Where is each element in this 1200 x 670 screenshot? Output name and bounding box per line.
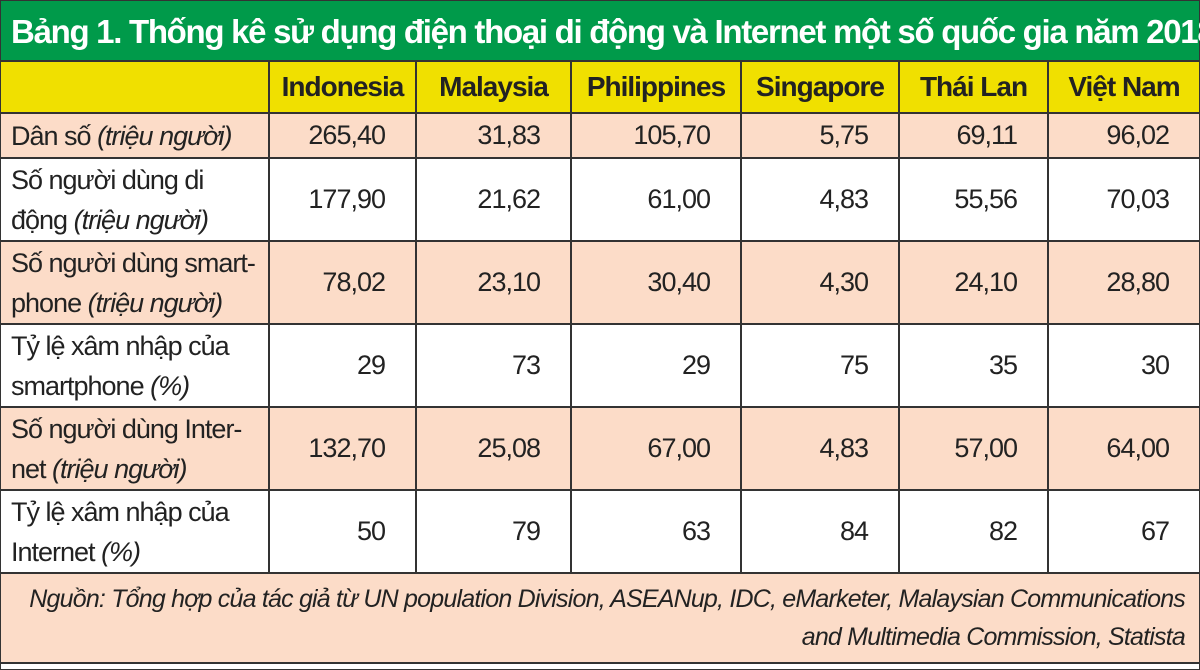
cell-value: 69,11 (898, 112, 1049, 159)
cell-value: 67,00 (570, 406, 742, 491)
table-row: Tỷ lệ xâm nhập của Internet (%) 50 79 63 84 8… (1, 489, 1199, 574)
row-label-text: Số người dùng Inter-net (11, 413, 242, 484)
cell-value: 105,70 (570, 112, 742, 159)
cell-value: 265,40 (268, 112, 417, 159)
cell-value: 96,02 (1047, 112, 1199, 159)
header-empty (1, 62, 270, 114)
row-unit: (%) (101, 536, 141, 567)
cell-value: 64,00 (1047, 406, 1199, 491)
table-row: Số người dùng smart-phone (triệu người) 7… (1, 240, 1199, 325)
cell-value: 4,30 (740, 240, 900, 325)
cell-value: 29 (268, 323, 417, 408)
cell-value: 30,40 (570, 240, 742, 325)
cell-value: 57,00 (898, 406, 1049, 491)
row-label: Số người dùng smart-phone (triệu người) (1, 240, 270, 325)
cell-value: 4,83 (740, 157, 900, 242)
header-row: Indonesia Malaysia Philippines Singapore… (1, 62, 1199, 114)
cell-value: 63 (570, 489, 742, 574)
cell-value: 24,10 (898, 240, 1049, 325)
cell-value: 31,83 (415, 112, 572, 159)
cell-value: 73 (415, 323, 572, 408)
cell-value: 78,02 (268, 240, 417, 325)
cell-value: 61,00 (570, 157, 742, 242)
row-unit: (%) (150, 370, 190, 401)
table-row: Số người dùng di động (triệu người) 177,9… (1, 157, 1199, 242)
cell-value: 50 (268, 489, 417, 574)
cell-value: 79 (415, 489, 572, 574)
cell-value: 35 (898, 323, 1049, 408)
column-header: Malaysia (415, 62, 572, 114)
cell-value: 75 (740, 323, 900, 408)
row-unit: (triệu người) (52, 453, 187, 484)
cell-value: 55,56 (898, 157, 1049, 242)
cell-value: 30 (1047, 323, 1199, 408)
row-label-text: Số người dùng smart-phone (11, 247, 256, 318)
row-label-text: Dân số (11, 120, 98, 151)
column-header: Thái Lan (898, 62, 1049, 114)
cell-value: 21,62 (415, 157, 572, 242)
row-label-text: Tỷ lệ xâm nhập của smartphone (11, 330, 230, 401)
cell-value: 23,10 (415, 240, 572, 325)
row-label: Dân số (triệu người) (1, 112, 270, 159)
cell-value: 4,83 (740, 406, 900, 491)
table-row: Dân số (triệu người) 265,40 31,83 105,70 5,7… (1, 112, 1199, 159)
row-unit: (triệu người) (87, 287, 223, 318)
cell-value: 29 (570, 323, 742, 408)
row-label: Số người dùng di động (triệu người) (1, 157, 270, 242)
table-row: Tỷ lệ xâm nhập của smartphone (%) 29 73 29 7… (1, 323, 1199, 408)
column-header: Singapore (740, 62, 900, 114)
column-header: Indonesia (268, 62, 417, 114)
row-label: Số người dùng Inter-net (triệu người) (1, 406, 270, 491)
cell-value: 25,08 (415, 406, 572, 491)
data-table: Indonesia Malaysia Philippines Singapore… (1, 62, 1199, 664)
cell-value: 5,75 (740, 112, 900, 159)
cell-value: 132,70 (268, 406, 417, 491)
cell-value: 67 (1047, 489, 1199, 574)
cell-value: 177,90 (268, 157, 417, 242)
row-label: Tỷ lệ xâm nhập của Internet (%) (1, 489, 270, 574)
row-unit: (triệu người) (97, 120, 232, 151)
column-header: Philippines (570, 62, 742, 114)
cell-value: 84 (740, 489, 900, 574)
row-label-text: Số người dùng di động (11, 164, 204, 235)
cell-value: 28,80 (1047, 240, 1199, 325)
source-note: Nguồn: Tổng hợp của tác giả từ UN popula… (1, 572, 1199, 664)
cell-value: 70,03 (1047, 157, 1199, 242)
table-row: Số người dùng Inter-net (triệu người) 132… (1, 406, 1199, 491)
row-label: Tỷ lệ xâm nhập của smartphone (%) (1, 323, 270, 408)
row-label-text: Tỷ lệ xâm nhập của Internet (11, 496, 230, 567)
table-title: Bảng 1. Thống kê sử dụng điện thoại di đ… (1, 1, 1200, 62)
row-unit: (triệu người) (73, 204, 209, 235)
column-header: Việt Nam (1047, 62, 1199, 114)
cell-value: 82 (898, 489, 1049, 574)
